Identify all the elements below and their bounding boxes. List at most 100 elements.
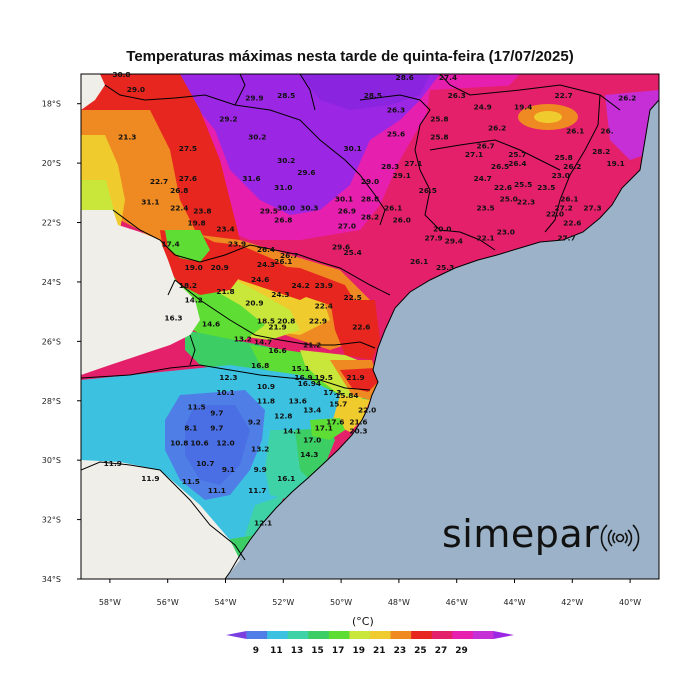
temperature-value-label: 27.1 (465, 150, 483, 159)
colorbar-swatch (246, 631, 268, 639)
temperature-value-label: 26.8 (170, 186, 188, 195)
temperature-value-label: 20.9 (211, 263, 229, 272)
temperature-value-label: 16.3 (164, 314, 182, 323)
temperature-value-label: 26.7 (280, 251, 298, 260)
temperature-value-label: 26. (600, 126, 613, 135)
temperature-value-label: 9.7 (210, 409, 223, 418)
temperature-value-label: 27.2 (555, 204, 573, 213)
temperature-value-label: 19.0 (185, 263, 203, 272)
temperature-value-label: 29.0 (127, 85, 145, 94)
colorbar-tick-label: 11 (270, 646, 283, 656)
colorbar-tick-label: 15 (311, 646, 324, 656)
colorbar-swatch (390, 631, 412, 639)
temperature-value-label: 28.5 (364, 91, 382, 100)
temperature-value-label: 19.4 (514, 103, 532, 112)
temperature-value-label: 12.1 (254, 519, 272, 528)
temperature-value-label: 24.2 (292, 281, 310, 290)
temperature-value-label: 10.8 (170, 438, 188, 447)
temperature-value-label: 26.8 (274, 216, 292, 225)
temperature-value-label: 9.9 (254, 465, 267, 474)
temperature-value-label: 29.5 (260, 207, 278, 216)
colorbar-swatch (328, 631, 350, 639)
temperature-value-label: 27.9 (424, 233, 442, 242)
temperature-value-label: 22.4 (315, 302, 333, 311)
temperature-value-label: 27.5 (179, 144, 197, 153)
temperature-value-label: 24.9 (474, 103, 492, 112)
temperature-value-label: 19.1 (607, 159, 625, 168)
temperature-value-label: 21.2 (303, 340, 321, 349)
colorbar-swatch (226, 631, 247, 639)
temperature-value-label: 14.1 (283, 426, 301, 435)
colorbar-unit-label: (°C) (352, 615, 374, 628)
temperature-value-label: 10.1 (216, 388, 234, 397)
temperature-value-label: 24.3 (271, 290, 289, 299)
temperature-value-label: 9.2 (248, 418, 261, 427)
temperature-value-label: 25.8 (555, 153, 573, 162)
temperature-value-label: 23.9 (228, 239, 246, 248)
temperature-value-label: 15.1 (292, 364, 310, 373)
temperature-value-label: 26.9 (338, 207, 356, 216)
colorbar-swatch (370, 631, 392, 639)
x-tick-label: 56°W (157, 598, 179, 607)
temperature-value-label: 11.7 (248, 486, 266, 495)
temperature-value-label: 26.1 (384, 204, 402, 213)
colorbar-swatch (493, 631, 514, 639)
y-tick-label: 32°S (42, 516, 61, 525)
colorbar-tick-label: 29 (455, 646, 468, 656)
temperature-value-label: 26.7 (476, 141, 494, 150)
land-outside-south (81, 460, 240, 579)
temperature-value-label: 31.0 (274, 183, 292, 192)
x-tick-label: 58°W (99, 598, 121, 607)
temperature-value-label: 13.6 (289, 397, 307, 406)
temperature-value-label: 29.6 (332, 242, 350, 251)
temperature-value-label: 13.4 (303, 406, 321, 415)
temperature-value-label: 28.5 (277, 91, 295, 100)
temperature-value-label: 15.84 (335, 391, 358, 400)
temperature-value-label: 22.9 (309, 317, 327, 326)
temperature-value-label: 29.0 (361, 177, 379, 186)
temperature-value-label: 19.8 (187, 219, 205, 228)
colorbar-tick-label: 21 (373, 646, 386, 656)
x-tick-label: 40°W (619, 598, 641, 607)
temperature-value-label: 26.1 (566, 126, 584, 135)
temperature-value-label: 29.2 (219, 115, 237, 124)
temperature-value-label: 10.6 (190, 438, 208, 447)
y-tick-label: 28°S (42, 397, 61, 406)
colorbar-swatch (452, 631, 474, 639)
temperature-value-label: 30.2 (248, 132, 266, 141)
temperature-value-label: 22.0 (546, 210, 564, 219)
temperature-value-label: 27.1 (404, 159, 422, 168)
temperature-value-label: 17.1 (315, 423, 333, 432)
temperature-value-label: 26.5 (491, 162, 509, 171)
temperature-value-label: 10.7 (196, 459, 214, 468)
y-tick-label: 20°S (42, 159, 61, 168)
x-tick-label: 50°W (330, 598, 352, 607)
temperature-value-label: 26.3 (387, 106, 405, 115)
temperature-value-label: 22.7 (150, 177, 168, 186)
temperature-value-label: 21.9 (346, 373, 364, 382)
y-tick-label: 18°S (42, 100, 61, 109)
x-tick-label: 48°W (388, 598, 410, 607)
temperature-value-label: 27.4 (439, 73, 457, 82)
colorbar-swatch (411, 631, 433, 639)
temperature-value-label: 9.7 (210, 423, 223, 432)
temperature-value-label: 16.6 (268, 346, 286, 355)
temperature-value-label: 30.0 (277, 204, 295, 213)
temperature-value-label: 30.1 (335, 195, 353, 204)
colorbar-tick-label: 9 (253, 646, 259, 656)
temperature-value-label: 14.3 (300, 450, 318, 459)
temperature-value-label: 27.0 (338, 221, 356, 230)
colorbar: 9 11 13 15 17 19 21 23 25 27 29 (226, 631, 514, 656)
temperature-value-label: 26.1 (410, 257, 428, 266)
temperature-value-label: 29.1 (393, 171, 411, 180)
temperature-value-label: 28.2 (361, 213, 379, 222)
temperature-value-label: 22.4 (170, 204, 188, 213)
temperature-value-label: 24.7 (474, 174, 492, 183)
temperature-value-label: 23.4 (216, 224, 234, 233)
brand-logo-text: simepar (442, 512, 600, 556)
y-tick-label: 22°S (42, 219, 61, 228)
colorbar-swatch (287, 631, 309, 639)
temperature-value-label: 17.0 (303, 435, 321, 444)
y-tick-label: 26°S (42, 337, 61, 346)
temperature-value-label: 21.9 (268, 322, 286, 331)
